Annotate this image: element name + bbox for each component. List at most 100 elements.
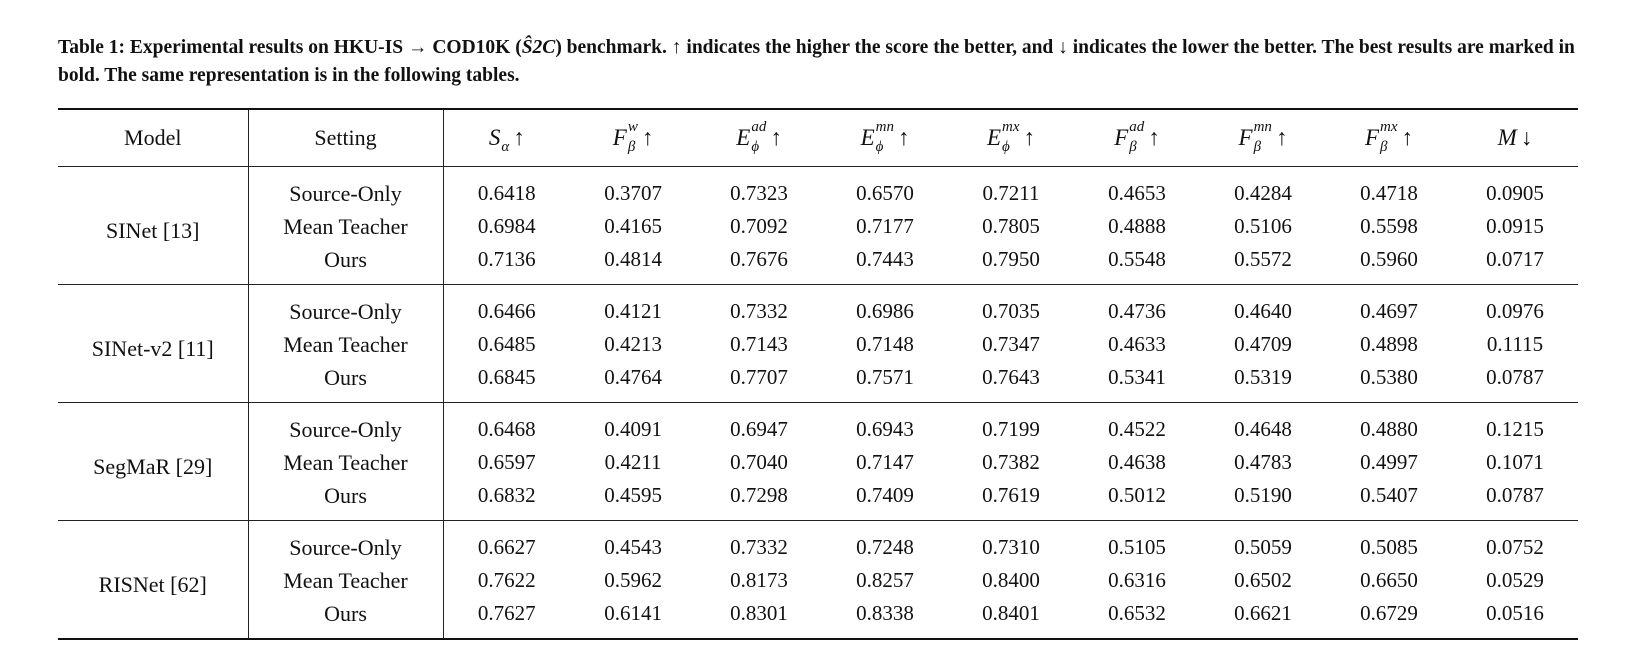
value-cell: 0.4648 [1234, 417, 1292, 441]
value-cell: 0.0915 [1486, 214, 1544, 238]
value-cell: 0.8401 [982, 601, 1040, 625]
metric-superscript: mn [875, 119, 894, 135]
metric-subscript: ϕ [875, 139, 884, 155]
value-cell: 0.6316 [1108, 568, 1166, 592]
value-cell: 0.6418 [477, 181, 536, 205]
value-cell: 0.0787 [1486, 365, 1544, 389]
value-cell: 0.7199 [982, 417, 1040, 441]
value-cell: 0.8173 [730, 568, 788, 592]
value-cell: 0.4522 [1108, 417, 1166, 441]
up-arrow-icon: ↑ [1401, 125, 1414, 150]
value-cell: 0.6845 [477, 365, 536, 389]
value-cell: 0.4697 [1360, 299, 1418, 323]
model-name: SINet [13] [58, 166, 249, 285]
value-cell: 0.5012 [1108, 483, 1166, 507]
metric-symbol: S α ↑ [489, 125, 525, 155]
value-cell: 0.4595 [604, 483, 662, 507]
value-cell: 0.5106 [1234, 214, 1292, 238]
value-cell: 0.7382 [982, 450, 1040, 474]
table-row: Mean Teacher 0.7622 0.5962 0.8173 0.8257 0.84… [58, 564, 1578, 597]
value-cell: 0.5341 [1108, 365, 1166, 389]
value-cell: 0.8338 [856, 601, 914, 625]
value-cell: 0.5380 [1360, 365, 1418, 389]
value-cell: 0.0529 [1486, 568, 1544, 592]
header-metric: S α ↑ [443, 109, 570, 167]
value-cell: 0.4165 [604, 214, 662, 238]
value-cell: 0.0976 [1486, 299, 1544, 323]
value-cell: 0.4091 [604, 417, 662, 441]
value-cell: 0.6141 [604, 601, 662, 625]
value-cell: 0.6832 [477, 483, 536, 507]
value-cell: 0.4640 [1234, 299, 1292, 323]
value-cell: 0.7409 [856, 483, 914, 507]
value-cell: 0.5105 [1108, 535, 1166, 559]
value-cell: 0.0787 [1486, 483, 1544, 507]
value-cell: 0.0905 [1486, 181, 1544, 205]
value-cell: 0.4997 [1360, 450, 1418, 474]
value-cell: 0.6468 [477, 417, 536, 441]
value-cell: 0.4213 [604, 332, 662, 356]
metric-superscript: ad [1129, 119, 1145, 135]
value-cell: 0.6943 [856, 417, 914, 441]
value-cell: 0.7147 [856, 450, 914, 474]
value-cell: 0.4880 [1360, 417, 1418, 441]
value-cell: 0.5960 [1360, 247, 1418, 271]
setting-cell: Source-Only [248, 284, 444, 328]
metric-base: F [1114, 125, 1129, 150]
setting-cell: Ours [248, 243, 444, 285]
setting-cell: Mean Teacher [248, 328, 444, 361]
value-cell: 0.0516 [1486, 601, 1544, 625]
value-cell: 0.4709 [1234, 332, 1292, 356]
value-cell: 0.4764 [604, 365, 662, 389]
value-cell: 0.4783 [1234, 450, 1292, 474]
metric-superscript: ad [751, 119, 767, 135]
value-cell: 0.3707 [604, 181, 662, 205]
caption-text-after: ) benchmark. ↑ indicates the higher the … [58, 37, 1575, 86]
value-cell: 0.1071 [1486, 450, 1544, 474]
setting-cell: Ours [248, 597, 444, 639]
table-row: SINet-v2 [11] Source-Only 0.6466 0.4121 0.73… [58, 284, 1578, 403]
up-arrow-icon: ↑ [897, 125, 910, 150]
up-arrow-icon: ↑ [770, 125, 782, 150]
value-cell: 0.4814 [604, 247, 662, 271]
value-cell: 0.6466 [477, 299, 536, 323]
value-cell: 0.1215 [1486, 417, 1544, 441]
metric-subscript: α [501, 139, 510, 155]
value-cell: 0.7676 [730, 247, 788, 271]
value-cell: 0.5598 [1360, 214, 1418, 238]
model-name: SegMaR [29] [58, 402, 249, 521]
value-cell: 0.4898 [1360, 332, 1418, 356]
metric-subscript: β [1253, 139, 1262, 155]
value-cell: 0.1115 [1486, 332, 1544, 356]
value-cell: 0.6729 [1360, 601, 1418, 625]
value-cell: 0.5548 [1108, 247, 1166, 271]
header-setting: Setting [248, 109, 444, 167]
value-cell: 0.6984 [477, 214, 536, 238]
value-cell: 0.6502 [1234, 568, 1292, 592]
value-cell: 0.7347 [982, 332, 1040, 356]
metric-superscript: mx [1002, 119, 1020, 135]
value-cell: 0.5190 [1234, 483, 1292, 507]
metric-symbol: M ↓ [1498, 125, 1533, 151]
value-cell: 0.7571 [856, 365, 914, 389]
setting-cell: Mean Teacher [248, 210, 444, 243]
table-row: Ours 0.7627 0.6141 0.8301 0.8338 0.8401 0.6532… [58, 597, 1578, 639]
table-row: Mean Teacher 0.6984 0.4165 0.7092 0.7177 0.78… [58, 210, 1578, 243]
value-cell: 0.7707 [730, 365, 788, 389]
value-cell: 0.7143 [730, 332, 788, 356]
value-cell: 0.7643 [982, 365, 1040, 389]
value-cell: 0.7443 [856, 247, 914, 271]
value-cell: 0.5085 [1360, 535, 1418, 559]
value-cell: 0.6986 [856, 299, 914, 323]
caption-text-before: Experimental results on HKU-IS → COD10K … [125, 37, 522, 58]
